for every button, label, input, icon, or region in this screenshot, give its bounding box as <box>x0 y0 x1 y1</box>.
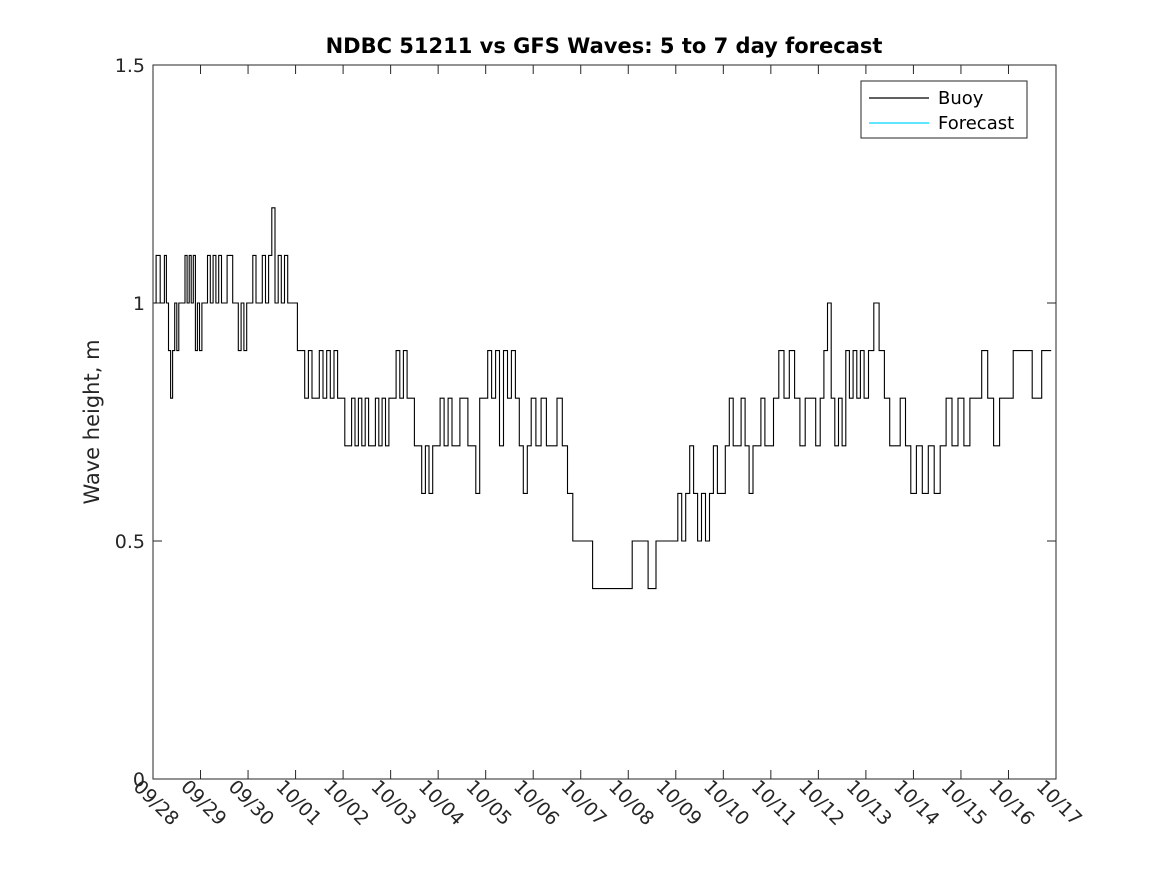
x-tick-label: 10/13 <box>842 776 896 830</box>
x-tick-label: 09/28 <box>129 776 183 830</box>
x-tick-label: 10/16 <box>984 776 1038 830</box>
chart-title: NDBC 51211 vs GFS Waves: 5 to 7 day fore… <box>326 34 883 58</box>
y-tick-label: 1.5 <box>115 55 145 77</box>
x-tick-label: 10/11 <box>747 776 801 830</box>
x-tick-label: 10/01 <box>271 776 325 830</box>
x-tick-label: 10/08 <box>604 776 658 830</box>
x-tick-label: 10/10 <box>699 776 753 830</box>
x-tick-label: 10/07 <box>557 776 611 830</box>
legend-forecast-label: Forecast <box>938 113 1014 134</box>
series-line-buoy <box>154 207 1052 590</box>
y-tick-label: 0.5 <box>115 531 145 553</box>
x-tick-label: 10/03 <box>366 776 420 830</box>
x-tick-label: 10/05 <box>462 776 516 830</box>
plot-area <box>152 64 1057 780</box>
x-tick-label: 09/29 <box>176 776 230 830</box>
x-tick-label: 10/04 <box>414 776 468 830</box>
y-axis-label: Wave height, m <box>80 339 104 504</box>
x-tick-label: 10/09 <box>652 776 706 830</box>
y-tick-label: 0 <box>133 769 145 791</box>
x-tick-label: 10/02 <box>319 776 373 830</box>
legend-buoy-label: Buoy <box>938 88 984 109</box>
x-tick-label: 10/12 <box>794 776 848 830</box>
y-axis: 0 0.5 1 1.5 <box>115 55 1056 791</box>
y-tick-label: 1 <box>133 293 145 315</box>
x-tick-label: 10/15 <box>937 776 991 830</box>
x-tick-label: 10/17 <box>1032 776 1086 830</box>
x-tick-label: 10/14 <box>889 776 943 830</box>
legend-box <box>860 80 1028 139</box>
series-layer <box>154 207 1052 590</box>
legend: Buoy Forecast <box>860 80 1028 139</box>
x-tick-label: 09/30 <box>224 776 278 830</box>
x-tick-label: 10/06 <box>509 776 563 830</box>
